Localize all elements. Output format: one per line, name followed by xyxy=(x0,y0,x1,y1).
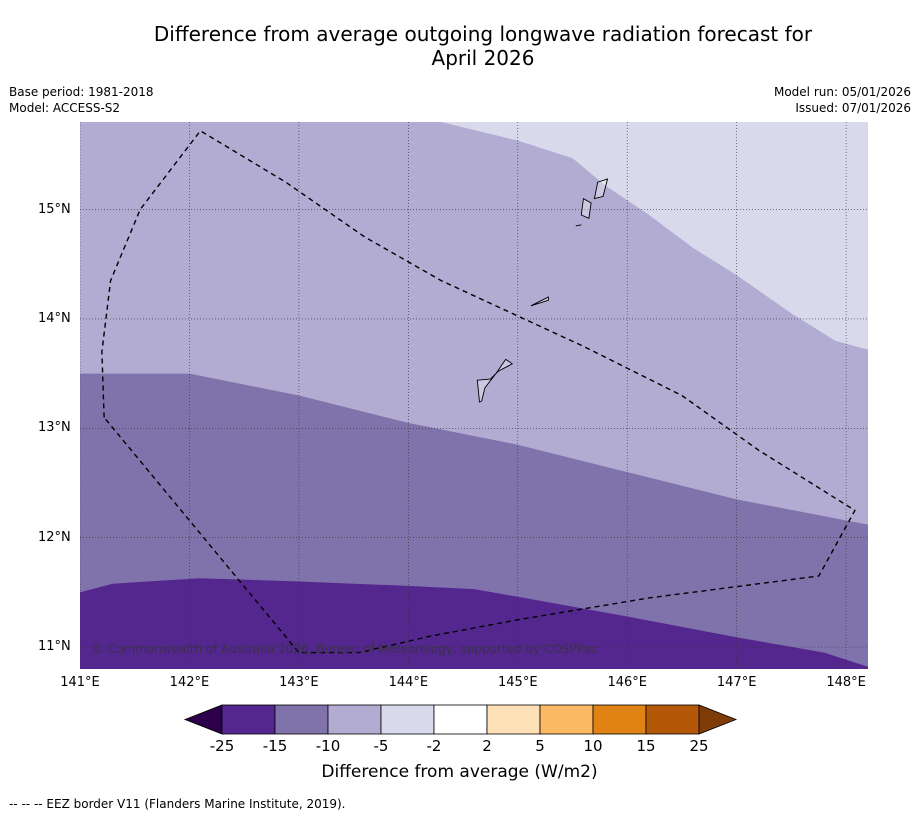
colorbar-box xyxy=(433,704,488,735)
colorbar-tick-label: -10 xyxy=(315,737,341,755)
eez-border xyxy=(101,129,856,654)
colorbar-box xyxy=(380,704,435,735)
x-tick-label: 148°E xyxy=(826,675,866,690)
colorbar-tick-label: -2 xyxy=(426,737,442,755)
base-period: Base period: 1981-2018 xyxy=(9,85,154,99)
band-0 xyxy=(441,122,868,350)
y-tick-label: 11°N xyxy=(38,639,71,655)
y-tick-label: 12°N xyxy=(38,529,71,545)
chart-title-line-2: April 2026 xyxy=(431,46,535,70)
colorbar-box xyxy=(221,704,276,735)
model-name: Model: ACCESS-S2 xyxy=(9,101,121,115)
colorbar-tick-label: -25 xyxy=(209,737,235,755)
y-tick-label: 15°N xyxy=(38,201,71,217)
colorbar-box xyxy=(274,704,329,735)
colorbar-tick-label: 25 xyxy=(689,737,709,755)
colorbar xyxy=(183,704,738,735)
colorbar-box xyxy=(327,704,382,735)
gridlines xyxy=(80,122,868,669)
island-rota xyxy=(530,296,549,307)
island-tinian xyxy=(580,197,592,219)
y-tick-label: 13°N xyxy=(38,420,71,436)
colorbar-under-arrow xyxy=(183,704,223,735)
island-aguijan xyxy=(575,224,582,227)
meta-right: Model run: 05/01/2026 Issued: 07/01/2026 xyxy=(774,84,911,116)
island-saipan xyxy=(593,178,609,200)
x-tick-label: 147°E xyxy=(716,675,757,690)
colorbar-over-arrow xyxy=(698,704,738,735)
band-2 xyxy=(80,578,868,669)
colorbar-tick-label: -5 xyxy=(373,737,389,755)
meta-left: Base period: 1981-2018 Model: ACCESS-S2 xyxy=(9,84,154,116)
colorbar-tick-label: 2 xyxy=(482,737,492,755)
x-tick-label: 146°E xyxy=(607,675,647,690)
chart-title: Difference from average outgoing longwav… xyxy=(0,22,919,70)
colorbar-box xyxy=(592,704,647,735)
issued-date: Issued: 07/01/2026 xyxy=(795,101,911,115)
islands xyxy=(476,178,609,403)
copyright-text: © Commonwealth of Australia 2026, Bureau… xyxy=(92,642,597,656)
colorbar-tick-label: 10 xyxy=(583,737,603,755)
map-plot: © Commonwealth of Australia 2026, Bureau… xyxy=(80,122,868,669)
chart-title-line-1: Difference from average outgoing longwav… xyxy=(153,22,813,46)
colorbar-title: Difference from average (W/m2) xyxy=(321,762,598,782)
colorbar-tick-label: 15 xyxy=(636,737,656,755)
x-tick-label: 145°E xyxy=(498,675,538,690)
colorbar-boxes xyxy=(183,704,738,735)
bands-layer xyxy=(80,122,868,669)
colorbar-box xyxy=(645,704,700,735)
x-tick-label: 143°E xyxy=(279,675,319,690)
model-run: Model run: 05/01/2026 xyxy=(773,85,911,99)
colorbar-tick-label: 5 xyxy=(535,737,545,755)
x-tick-label: 141°E xyxy=(60,675,100,690)
colorbar-box xyxy=(486,704,541,735)
y-tick-label: 14°N xyxy=(38,310,71,326)
x-tick-label: 144°E xyxy=(388,675,429,690)
eez-footnote: -- -- -- EEZ border V11 (Flanders Marine… xyxy=(9,797,346,811)
island-guam xyxy=(476,358,514,403)
colorbar-tick-label: -15 xyxy=(262,737,288,755)
x-tick-label: 142°E xyxy=(169,675,210,690)
colorbar-box xyxy=(539,704,594,735)
